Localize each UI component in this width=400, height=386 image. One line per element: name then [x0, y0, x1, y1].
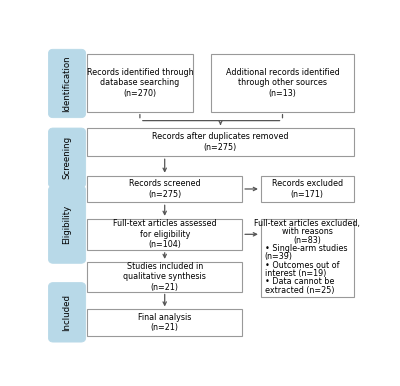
FancyBboxPatch shape [48, 128, 86, 188]
Bar [87, 176, 242, 202]
Text: Final analysis
(n=21): Final analysis (n=21) [138, 313, 191, 332]
Text: Records identified through
database searching
(n=270): Records identified through database sear… [86, 68, 193, 98]
Text: • Data cannot be: • Data cannot be [264, 277, 334, 286]
Text: • Outcomes out of: • Outcomes out of [264, 261, 339, 270]
Text: Eligibility: Eligibility [62, 205, 72, 244]
Text: • Single-arm studies: • Single-arm studies [264, 244, 347, 253]
Text: extracted (n=25): extracted (n=25) [264, 286, 334, 295]
Bar [211, 54, 354, 112]
FancyBboxPatch shape [48, 283, 86, 342]
Text: Full-text articles assessed
for eligibility
(n=104): Full-text articles assessed for eligibil… [113, 219, 216, 249]
Bar [87, 219, 242, 250]
Text: Additional records identified
through other sources
(n=13): Additional records identified through ot… [226, 68, 339, 98]
Text: Records after duplicates removed
(n=275): Records after duplicates removed (n=275) [152, 132, 289, 152]
Text: Records excluded
(n=171): Records excluded (n=171) [272, 179, 343, 199]
Text: (n=39): (n=39) [264, 252, 292, 261]
Bar [261, 219, 354, 298]
Text: interest (n=19): interest (n=19) [264, 269, 326, 278]
Text: with reasons: with reasons [282, 227, 333, 237]
Text: (n=83): (n=83) [293, 236, 321, 245]
Text: Studies included in
qualitative synthesis
(n=21): Studies included in qualitative synthesi… [123, 262, 206, 291]
Bar [87, 128, 354, 156]
Bar [87, 54, 193, 112]
Text: Screening: Screening [62, 136, 72, 179]
Text: Full-text articles excluded,: Full-text articles excluded, [254, 219, 360, 228]
FancyBboxPatch shape [48, 49, 86, 118]
Bar [87, 262, 242, 291]
Text: Identification: Identification [62, 55, 72, 112]
Text: Included: Included [62, 294, 72, 331]
Bar [261, 176, 354, 202]
Text: Records screened
(n=275): Records screened (n=275) [129, 179, 200, 199]
Bar [87, 309, 242, 336]
FancyBboxPatch shape [48, 186, 86, 263]
